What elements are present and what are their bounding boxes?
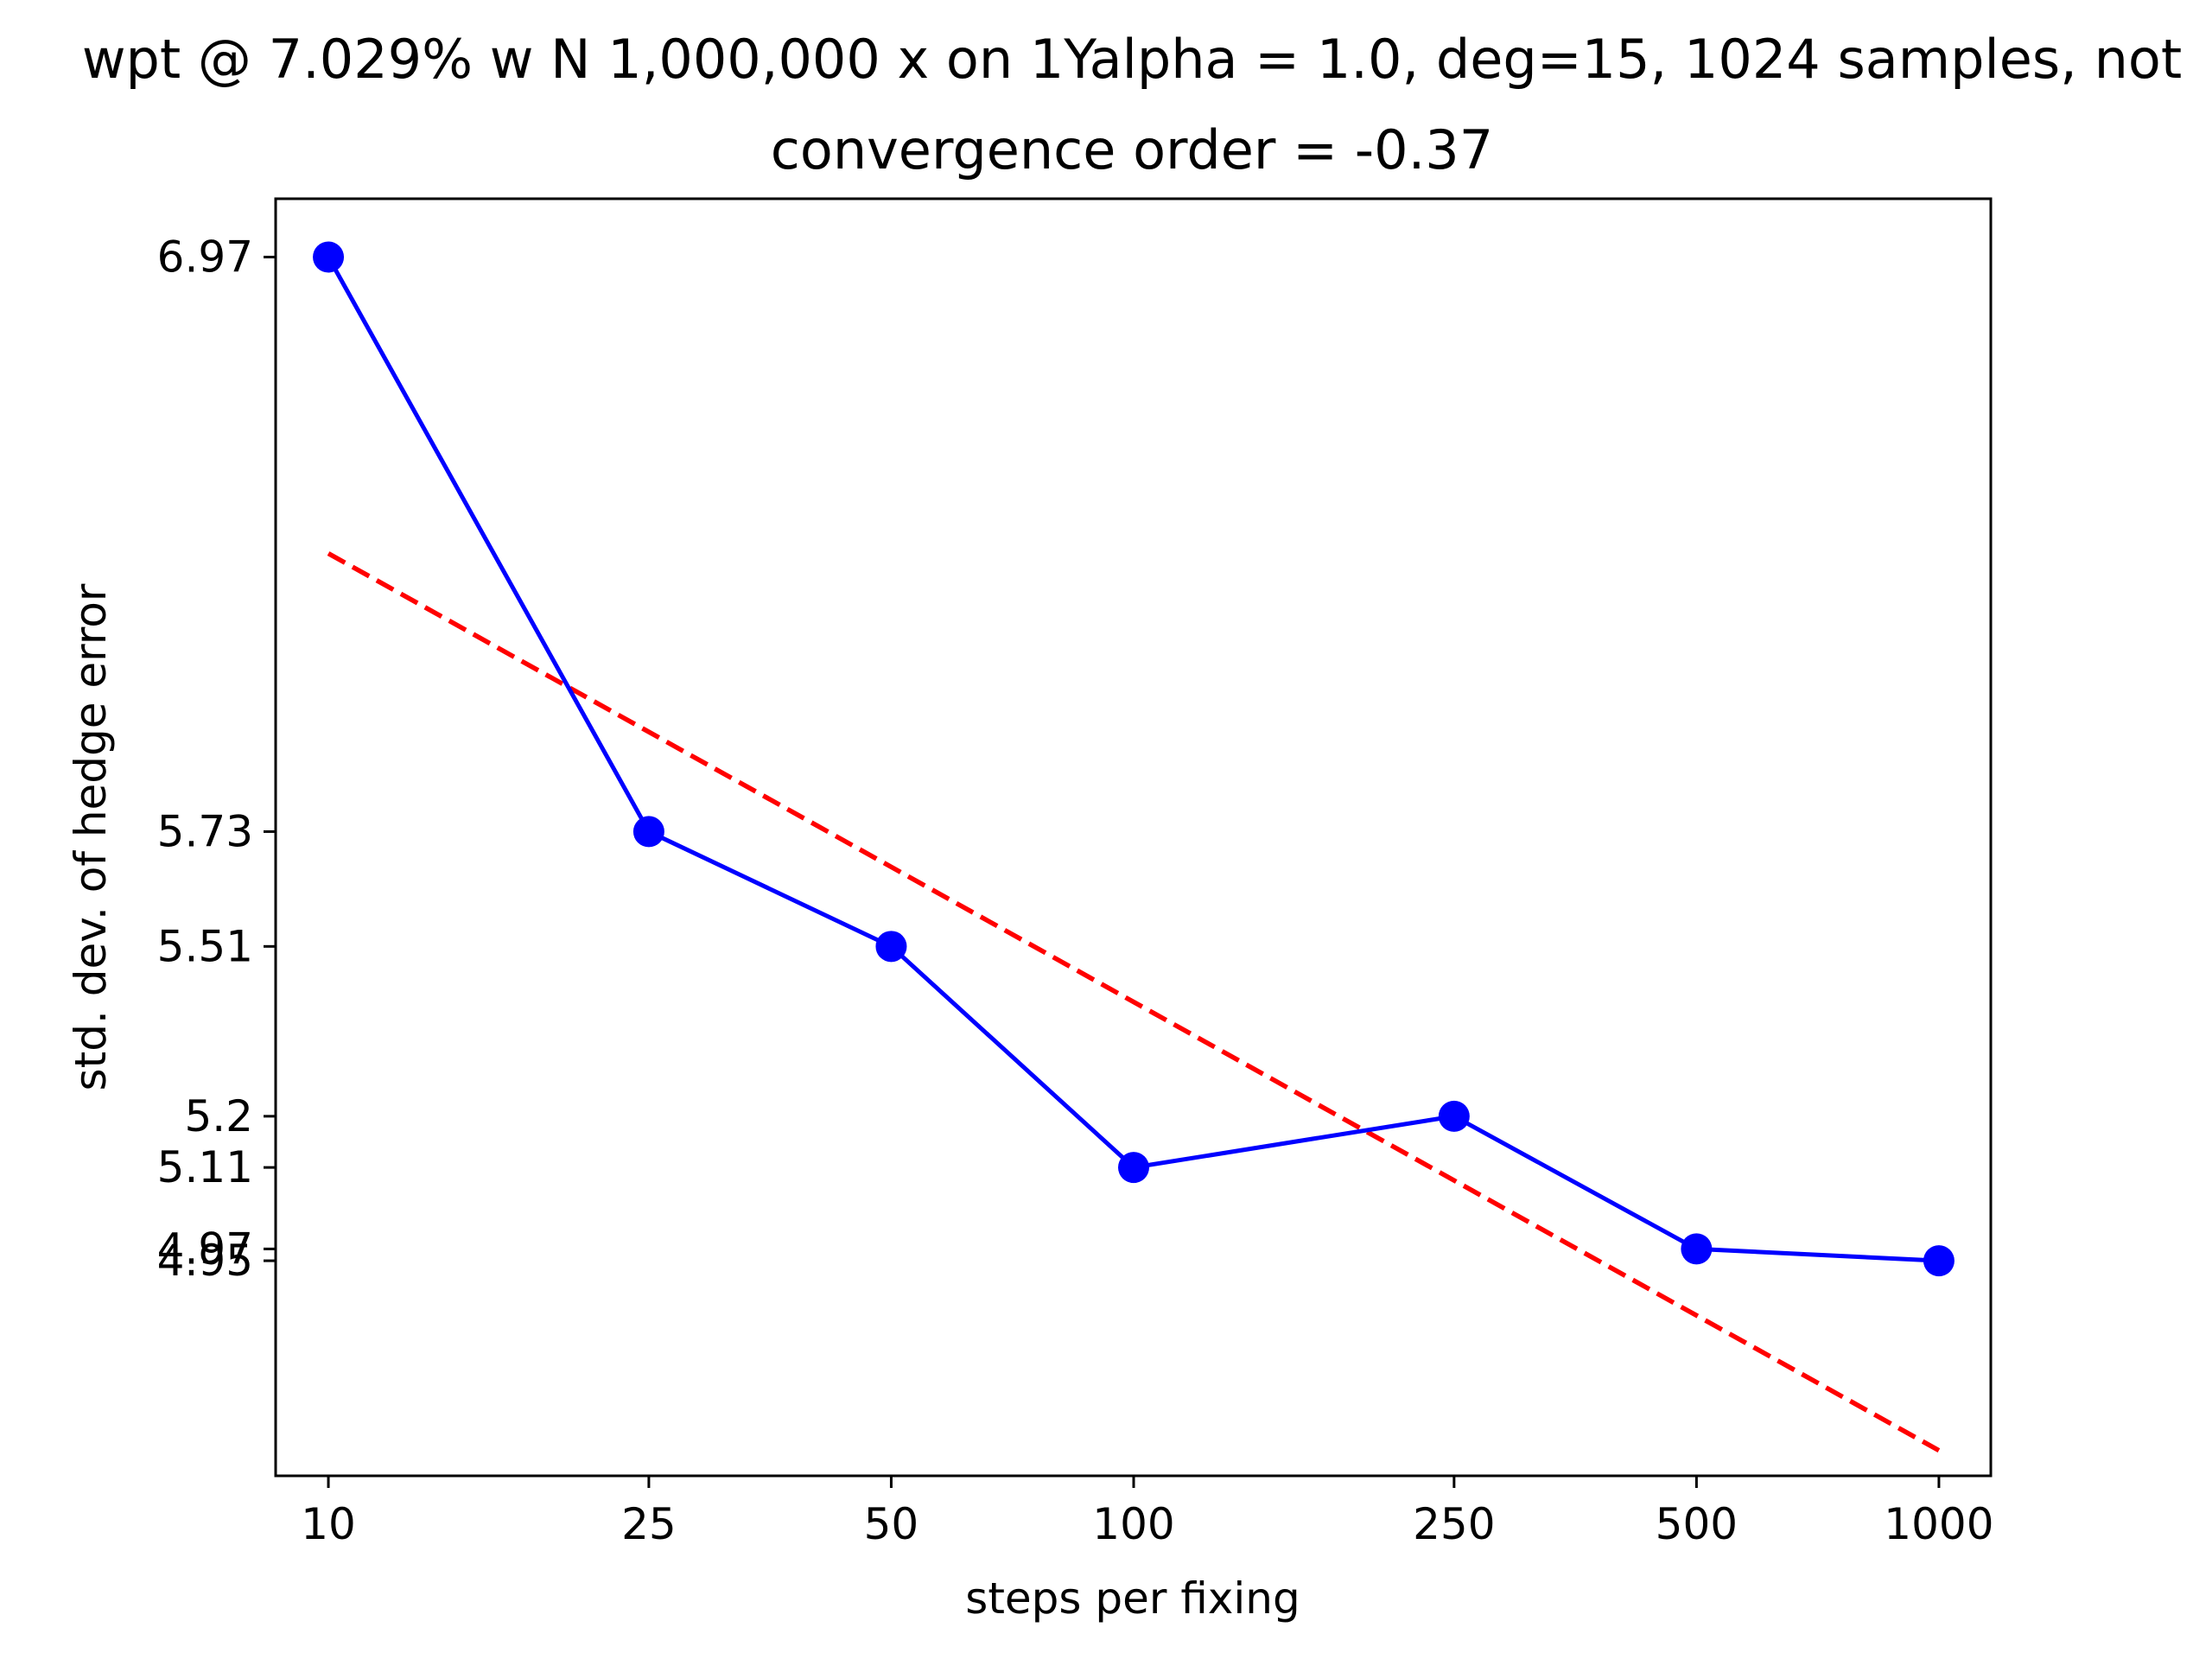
data-point bbox=[1923, 1245, 1955, 1277]
y-tick-label: 5.51 bbox=[157, 921, 253, 971]
y-axis-label: std. dev. of hedge error bbox=[66, 583, 116, 1090]
data-point bbox=[875, 931, 907, 963]
data-point bbox=[1438, 1100, 1470, 1132]
y-tick-label: 6.97 bbox=[157, 232, 253, 283]
y-axis-ticks: 6.97 5.73 5.51 5.25.11 4.974.95 bbox=[157, 232, 276, 1286]
chart-title: wpt @ 7.029% w N 1,000,000 x on 1Yalpha … bbox=[82, 28, 2182, 91]
x-axis-label: steps per fixing bbox=[965, 1573, 1300, 1624]
data-point bbox=[1117, 1152, 1149, 1184]
fit-line bbox=[327, 551, 1941, 1453]
plot-area bbox=[313, 241, 1955, 1453]
chart-subtitle: convergence order = -0.37 bbox=[771, 118, 1493, 181]
x-tick-label: 25 bbox=[621, 1499, 677, 1549]
data-point bbox=[313, 241, 345, 273]
x-axis-ticks: 10 25 50 100 250 500 1000 bbox=[301, 1476, 1994, 1549]
y-tick-label: 5.11 bbox=[157, 1142, 253, 1192]
x-tick-label: 100 bbox=[1092, 1499, 1174, 1549]
data-point bbox=[1681, 1233, 1713, 1265]
y-tick-label: 4.95 bbox=[157, 1236, 253, 1286]
y-tick-label: 4.97 bbox=[157, 1224, 253, 1274]
y-tick-label: 5.2 bbox=[184, 1091, 253, 1141]
x-tick-label: 1000 bbox=[1884, 1499, 1993, 1549]
x-tick-label: 10 bbox=[301, 1499, 356, 1549]
x-tick-label: 250 bbox=[1413, 1499, 1495, 1549]
y-tick-label: 5.73 bbox=[157, 806, 253, 856]
x-tick-label: 50 bbox=[864, 1499, 919, 1549]
x-tick-label: 500 bbox=[1656, 1499, 1738, 1549]
data-point bbox=[632, 816, 664, 848]
